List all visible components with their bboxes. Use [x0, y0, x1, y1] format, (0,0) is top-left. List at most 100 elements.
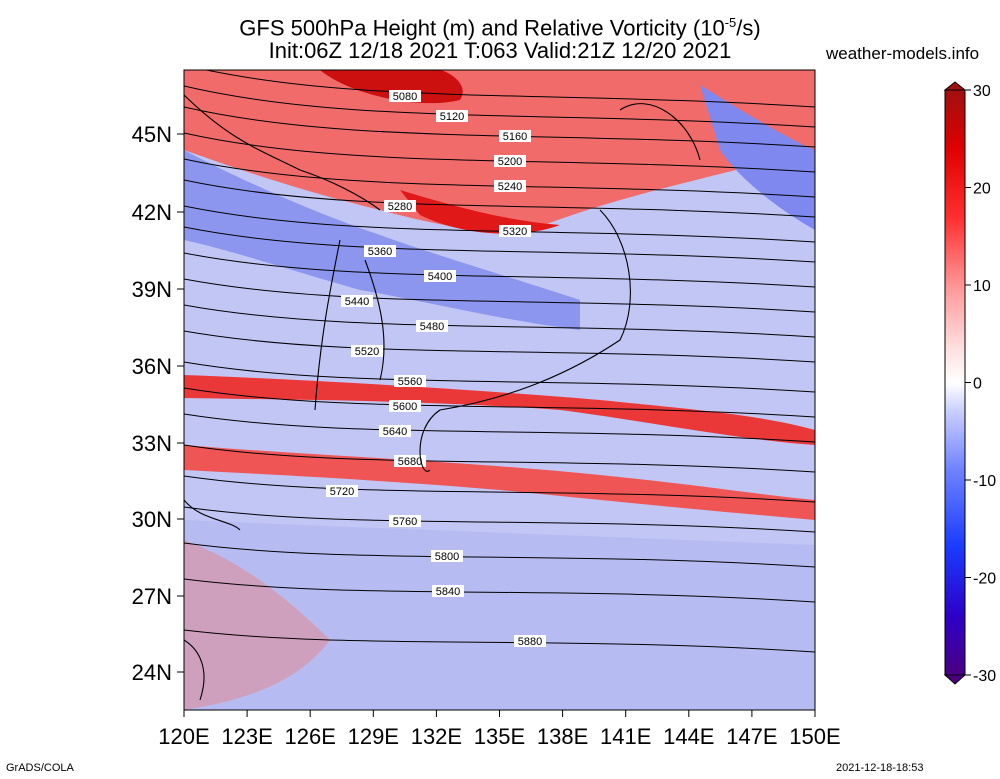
contour-label: 5080: [393, 91, 417, 103]
contour-label-bg: [514, 635, 546, 647]
contour-label: 5520: [355, 346, 379, 358]
height-contour: [184, 629, 815, 653]
colorbar-label: 30: [973, 83, 991, 100]
contour-label-bg: [384, 200, 416, 212]
contour-label-bg: [389, 400, 421, 412]
contour-label-bg: [379, 425, 411, 437]
height-contour: [184, 158, 815, 198]
height-contour: [184, 179, 815, 218]
lat-label: 33N: [132, 431, 172, 456]
lat-label: 42N: [132, 200, 172, 225]
height-contours: 5080 5120 5160 5200 5240 5280 5320 5360 5400 5440…: [184, 70, 815, 653]
contour-label: 5320: [503, 226, 527, 238]
height-contour: [184, 413, 815, 443]
vorticity-field: 5080 5120 5160 5200 5240 5280 5320 5360 5400 5440…: [184, 70, 815, 710]
colorbar-bottom-arrow: [943, 674, 967, 685]
title-exponent: -5: [724, 15, 737, 30]
vorticity-band-north: [184, 70, 815, 235]
lat-label: 30N: [132, 507, 172, 532]
contour-label-bg: [341, 295, 373, 307]
latitude-axis: 45N 42N 39N 36N 33N 30N 27N 24N: [132, 122, 184, 685]
vorticity-max-north: [320, 70, 463, 104]
vorticity-band-mid: [184, 375, 815, 445]
height-contour: [184, 475, 815, 503]
lon-label: 138E: [537, 724, 588, 749]
lat-label: 24N: [132, 660, 172, 685]
chart-title-line1: GFS 500hPa Height (m) and Relative Vorti…: [100, 10, 900, 41]
contour-label-bg: [416, 320, 448, 332]
footer-credit: GrADS/COLA: [6, 762, 74, 774]
contour-label-bg: [436, 110, 468, 122]
contour-label: 5360: [368, 246, 392, 258]
lon-label: 150E: [789, 724, 840, 749]
contour-label: 5120: [440, 111, 464, 123]
height-contour: [184, 304, 815, 338]
lon-label: 132E: [411, 724, 462, 749]
height-contour: [184, 106, 815, 148]
footer-timestamp: 2021-12-18-18:53: [836, 762, 924, 774]
contour-label: 5160: [503, 131, 527, 143]
contour-label: 5480: [420, 321, 444, 333]
contour-label-bg: [494, 155, 526, 167]
lon-label: 144E: [663, 724, 714, 749]
contour-label: 5840: [436, 586, 460, 598]
colorbar: 30 20 10 0 -10 -20 -30: [943, 81, 996, 685]
contour-label: 5560: [398, 376, 422, 388]
colorbar-label: -30: [973, 668, 996, 685]
coastlines: [184, 94, 701, 701]
height-contour: [184, 506, 815, 533]
contour-label: 5440: [345, 296, 369, 308]
contour-label-bg: [389, 90, 421, 102]
height-contour: [184, 278, 815, 313]
height-contour: [184, 361, 815, 393]
vorticity-max-center: [400, 190, 560, 234]
contour-label-bg: [494, 180, 526, 192]
height-contour: [184, 226, 815, 263]
contour-label-bg: [326, 485, 358, 497]
colorbar-label: -20: [973, 571, 996, 588]
contour-label: 5760: [393, 516, 417, 528]
colorbar-label: 0: [973, 376, 982, 393]
vorticity-region-south: [184, 520, 815, 710]
colorbar-top-arrow: [943, 81, 967, 91]
contour-label: 5640: [383, 426, 407, 438]
colorbar-scale: [944, 89, 966, 676]
contour-label-bg: [394, 455, 426, 467]
contour-label: 5720: [330, 486, 354, 498]
contour-label-bg: [424, 270, 456, 282]
colorbar-label: 10: [973, 278, 991, 295]
lon-label: 135E: [474, 724, 525, 749]
contour-label: 5280: [388, 201, 412, 213]
contour-label-bg: [351, 345, 383, 357]
longitude-axis: 120E 123E 126E 129E 132E 135E 138E 141E 144E 147E…: [158, 710, 841, 749]
contour-label-bg: [364, 245, 396, 257]
contour-label: 5600: [393, 401, 417, 413]
contour-label: 5680: [398, 456, 422, 468]
contour-label-bg: [431, 550, 463, 562]
lon-label: 129E: [348, 724, 399, 749]
contour-label-bg: [499, 130, 531, 142]
title-units: /s): [736, 15, 761, 41]
contour-label: 5240: [498, 181, 522, 193]
lon-label: 123E: [221, 724, 272, 749]
height-contour: [184, 330, 815, 363]
site-credit: weather-models.info: [826, 44, 980, 63]
title-text: GFS 500hPa Height (m) and Relative Vorti…: [239, 15, 725, 41]
contour-label: 5200: [498, 156, 522, 168]
height-contour: [203, 70, 815, 108]
lat-label: 39N: [132, 277, 172, 302]
contour-label-bg: [389, 515, 421, 527]
colorbar-labels: 30 20 10 0 -10 -20 -30: [965, 83, 996, 685]
height-contour: [184, 252, 815, 288]
colorbar-label: 20: [973, 181, 991, 198]
vorticity-region-northeast: [700, 85, 815, 230]
lon-label: 126E: [285, 724, 336, 749]
chart-title-line2: Init:06Z 12/18 2021 T:063 Valid:21Z 12/2…: [268, 38, 732, 63]
height-contour: [184, 205, 815, 243]
contour-label-bg: [499, 225, 531, 237]
contour-label: 5400: [428, 271, 452, 283]
vorticity-band-negative: [184, 150, 580, 330]
colorbar-label: -10: [973, 473, 996, 490]
lat-label: 36N: [132, 354, 172, 379]
